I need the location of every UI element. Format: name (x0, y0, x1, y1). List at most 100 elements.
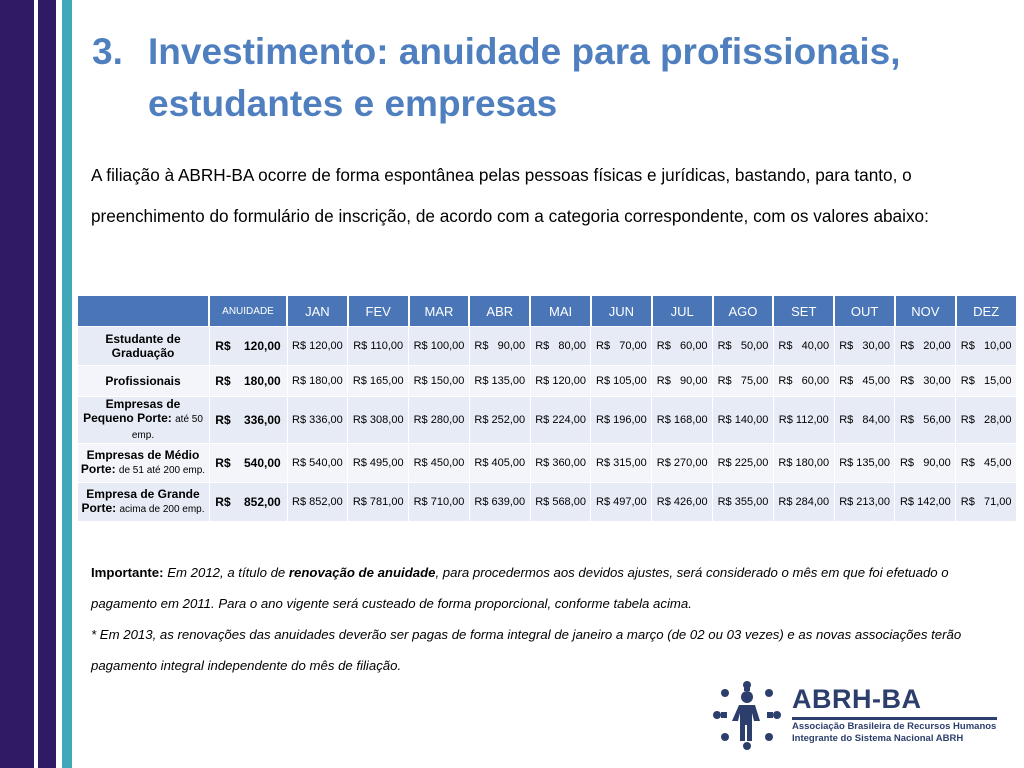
monthly-fee-cell: R$ 135,00 (468, 365, 531, 397)
monthly-fee-cell: R$ 112,00 (772, 396, 835, 444)
monthly-fee-cell: R$ 497,00 (590, 482, 653, 522)
monthly-fee-cell: R$ 60,00 (651, 326, 714, 366)
monthly-fee-cell: R$ 165,00 (347, 365, 410, 397)
monthly-fee-cell: R$ 308,00 (347, 396, 410, 444)
header-month: JAN (286, 295, 349, 327)
monthly-fee-cell: R$ 90,00 (894, 443, 957, 483)
notes-block: Importante: Em 2012, a título de renovaç… (91, 557, 991, 681)
monthly-fee-cell: R$ 196,00 (590, 396, 653, 444)
category-cell: Estudante de Graduação (76, 326, 210, 366)
monthly-fee-cell: R$ 120,00 (529, 365, 592, 397)
monthly-fee-cell: R$ 336,00 (286, 396, 349, 444)
monthly-fee-cell: R$ 56,00 (894, 396, 957, 444)
monthly-fee-cell: R$ 120,00 (286, 326, 349, 366)
monthly-fee-cell: R$ 84,00 (833, 396, 896, 444)
monthly-fee-cell: R$ 355,00 (712, 482, 774, 522)
monthly-fee-cell: R$ 781,00 (347, 482, 410, 522)
category-sublabel: acima de 200 emp. (119, 504, 205, 515)
intro-paragraph: A filiação à ABRH-BA ocorre de forma esp… (91, 165, 929, 226)
monthly-fee-cell: R$ 180,00 (772, 443, 835, 483)
monthly-fee-cell: R$ 60,00 (772, 365, 835, 397)
monthly-fee-cell: R$ 280,00 (408, 396, 470, 444)
monthly-fee-cell: R$ 90,00 (651, 365, 714, 397)
table-row: Estudante de Graduação R$ 120,00 R$ 120,00… (76, 326, 1018, 366)
table-row: Profissionais R$ 180,00 R$ 180,00 R$ 165,00… (76, 365, 1018, 397)
decorative-bar-dark (0, 0, 34, 768)
logo-line-2: Integrante do Sistema Nacional ABRH (792, 733, 964, 744)
header-month: SET (772, 295, 836, 327)
category-label: Profissionais (105, 374, 181, 388)
category-label: Empresas de Pequeno Porte: (83, 397, 181, 425)
header-month: OUT (833, 295, 896, 327)
note-text-1: Em 2012, a título de (167, 565, 289, 580)
category-label: Empresas de Médio Porte: (80, 448, 200, 476)
monthly-fee-cell: R$ 30,00 (894, 365, 957, 397)
monthly-fee-cell: R$ 315,00 (590, 443, 653, 483)
header-month: DEZ (954, 295, 1018, 327)
monthly-fee-cell: R$ 852,00 (286, 482, 349, 522)
header-month: JUN (589, 295, 653, 327)
monthly-fee-cell: R$ 180,00 (286, 365, 349, 397)
monthly-fee-cell: R$ 710,00 (408, 482, 470, 522)
header-empty (76, 295, 210, 327)
decorative-bar-teal (62, 0, 72, 768)
monthly-fee-cell: R$ 135,00 (833, 443, 896, 483)
header-month: JUL (650, 295, 714, 327)
monthly-fee-cell: R$ 426,00 (651, 482, 714, 522)
monthly-fee-cell: R$ 252,00 (468, 396, 531, 444)
title-number: 3. (92, 31, 123, 72)
note-bold-phrase: renovação de anuidade (288, 565, 436, 580)
category-label: Empresa de Grande Porte: (81, 487, 200, 515)
monthly-fee-cell: R$ 105,00 (590, 365, 653, 397)
annual-fee-cell: R$ 180,00 (208, 365, 288, 397)
monthly-fee-cell: R$ 50,00 (712, 326, 774, 366)
monthly-fee-cell: R$ 110,00 (347, 326, 410, 366)
category-label: Estudante de Graduação (105, 332, 181, 360)
monthly-fee-cell: R$ 45,00 (833, 365, 896, 397)
fees-table-header-row: ANUIDADE JAN FEV MAR ABR MAI JUN JUL AGO… (76, 295, 1018, 327)
monthly-fee-cell: R$ 270,00 (651, 443, 714, 483)
slide-title: 3. Investimento: anuidade para profission… (92, 26, 992, 130)
monthly-fee-cell: R$ 168,00 (651, 396, 714, 444)
monthly-fee-cell: R$ 495,00 (347, 443, 410, 483)
monthly-fee-cell: R$ 405,00 (468, 443, 531, 483)
category-cell: Empresas de Médio Porte: de 51 até 200 e… (76, 443, 210, 483)
table-row: Empresas de Pequeno Porte: até 50 emp. R$… (76, 396, 1018, 444)
decorative-bar-dark-thin (38, 0, 56, 768)
important-note: Importante: Em 2012, a título de renovaç… (91, 557, 991, 619)
annual-fee-cell: R$ 540,00 (208, 443, 288, 483)
header-month: ABR (468, 295, 532, 327)
monthly-fee-cell: R$ 540,00 (286, 443, 349, 483)
fees-table: ANUIDADE JAN FEV MAR ABR MAI JUN JUL AGO… (76, 295, 1018, 522)
category-sublabel: até 50 emp. (131, 414, 203, 441)
annual-fee-cell: R$ 120,00 (208, 326, 288, 366)
category-cell: Profissionais (76, 365, 210, 397)
monthly-fee-cell: R$ 100,00 (408, 326, 470, 366)
header-month: MAI (529, 295, 592, 327)
monthly-fee-cell: R$ 30,00 (833, 326, 896, 366)
header-month: FEV (346, 295, 410, 327)
monthly-fee-cell: R$ 10,00 (955, 326, 1018, 366)
monthly-fee-cell: R$ 284,00 (772, 482, 835, 522)
monthly-fee-cell: R$ 45,00 (955, 443, 1018, 483)
fees-table-body: Estudante de Graduação R$ 120,00 R$ 120,00… (76, 326, 1018, 522)
header-month: MAR (407, 295, 471, 327)
logo-line-1: Associação Brasileira de Recursos Humano… (792, 721, 997, 732)
header-anuidade: ANUIDADE (208, 295, 288, 327)
monthly-fee-cell: R$ 213,00 (833, 482, 896, 522)
title-line-2: estudantes e empresas (148, 83, 558, 124)
title-line-1: Investimento: anuidade para profissionai… (148, 31, 901, 72)
monthly-fee-cell: R$ 225,00 (712, 443, 774, 483)
abrh-people-icon (713, 681, 781, 750)
monthly-fee-cell: R$ 450,00 (408, 443, 470, 483)
category-cell: Empresas de Pequeno Porte: até 50 emp. (76, 396, 210, 444)
monthly-fee-cell: R$ 28,00 (955, 396, 1018, 444)
renewal-note: * Em 2013, as renovações das anuidades d… (91, 627, 962, 673)
header-month: AGO (711, 295, 775, 327)
monthly-fee-cell: R$ 142,00 (894, 482, 957, 522)
monthly-fee-cell: R$ 15,00 (955, 365, 1018, 397)
header-month: NOV (893, 295, 957, 327)
annual-fee-cell: R$ 852,00 (208, 482, 288, 522)
logo-divider (792, 717, 997, 720)
monthly-fee-cell: R$ 20,00 (894, 326, 957, 366)
